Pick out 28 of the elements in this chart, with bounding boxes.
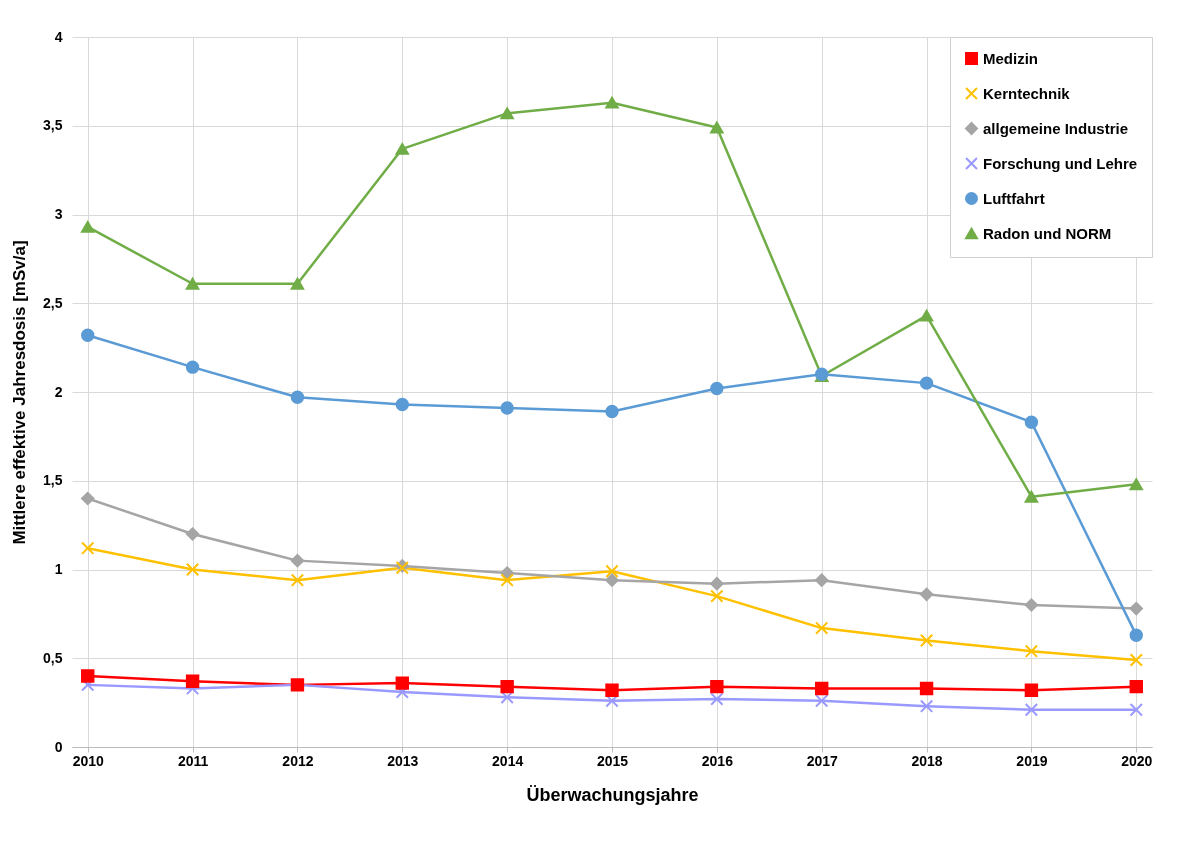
y-tick-label: 0,5 bbox=[43, 649, 63, 666]
y-tick-label: 2 bbox=[54, 383, 63, 400]
x-tick-label: 2011 bbox=[177, 752, 209, 769]
legend-label: Radon und NORM bbox=[983, 224, 1112, 242]
y-axis-title: Mittlere effektive Jahresdosis [mSv/a] bbox=[10, 240, 30, 545]
x-tick-label: 2017 bbox=[806, 752, 838, 769]
y-tick-label: 1 bbox=[54, 561, 63, 577]
legend-label: Medizin bbox=[983, 49, 1038, 67]
x-tick-label: 2016 bbox=[701, 752, 734, 769]
y-tick-label: 0 bbox=[54, 738, 63, 755]
x-tick-label: 2014 bbox=[492, 752, 524, 769]
x-tick-label: 2020 bbox=[1121, 752, 1153, 769]
y-tick-label: 4 bbox=[54, 28, 63, 45]
legend-label: Forschung und Lehre bbox=[983, 154, 1138, 172]
y-tick-label: 2,5 bbox=[43, 294, 63, 311]
x-tick-label: 2019 bbox=[1016, 752, 1048, 769]
x-axis-title: Überwachungsjahre bbox=[526, 784, 699, 805]
y-tick-label: 3 bbox=[54, 206, 63, 222]
x-tick-label: 2013 bbox=[387, 752, 419, 769]
x-tick-label: 2012 bbox=[282, 752, 314, 769]
legend-label: Luftfahrt bbox=[983, 189, 1045, 207]
x-tick-label: 2018 bbox=[911, 752, 943, 769]
legend-label: Kerntechnik bbox=[983, 84, 1071, 102]
x-tick-label: 2015 bbox=[596, 752, 629, 769]
y-tick-label: 3,5 bbox=[43, 117, 63, 134]
x-tick-label: 2010 bbox=[72, 752, 105, 769]
y-tick-label: 1,5 bbox=[43, 472, 63, 489]
legend-label: allgemeine Industrie bbox=[983, 119, 1129, 137]
